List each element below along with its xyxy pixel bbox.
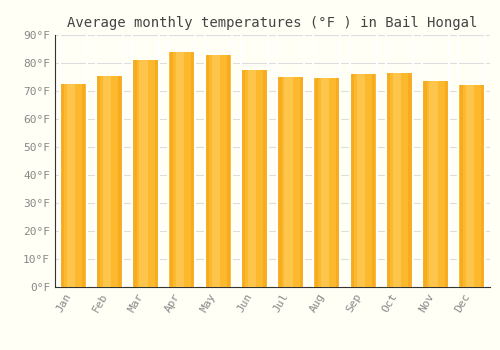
- Bar: [134, 60, 136, 287]
- Bar: [424, 81, 426, 287]
- Bar: [170, 52, 173, 287]
- Bar: [481, 85, 484, 287]
- Title: Average monthly temperatures (°F ) in Bail Hongal: Average monthly temperatures (°F ) in Ba…: [68, 16, 478, 30]
- Bar: [314, 78, 318, 287]
- Bar: [372, 74, 376, 287]
- Bar: [422, 81, 449, 287]
- Bar: [264, 70, 266, 287]
- Bar: [132, 60, 159, 287]
- Bar: [191, 52, 194, 287]
- Bar: [212, 55, 220, 287]
- Bar: [320, 78, 329, 287]
- Bar: [277, 77, 304, 287]
- Bar: [60, 84, 86, 287]
- Bar: [466, 85, 474, 287]
- Bar: [204, 55, 232, 287]
- Bar: [176, 52, 184, 287]
- Bar: [227, 55, 230, 287]
- Bar: [82, 84, 86, 287]
- Bar: [314, 78, 340, 287]
- Bar: [460, 85, 463, 287]
- Bar: [458, 85, 485, 287]
- Bar: [97, 76, 100, 287]
- Bar: [336, 78, 339, 287]
- Bar: [357, 74, 365, 287]
- Bar: [103, 76, 112, 287]
- Bar: [300, 77, 303, 287]
- Bar: [350, 74, 376, 287]
- Bar: [118, 76, 122, 287]
- Bar: [248, 70, 256, 287]
- Bar: [351, 74, 354, 287]
- Bar: [140, 60, 147, 287]
- Bar: [206, 55, 209, 287]
- Bar: [67, 84, 75, 287]
- Bar: [284, 77, 292, 287]
- Bar: [61, 84, 64, 287]
- Bar: [444, 81, 448, 287]
- Bar: [393, 73, 402, 287]
- Bar: [278, 77, 281, 287]
- Bar: [387, 73, 390, 287]
- Bar: [168, 52, 196, 287]
- Bar: [96, 76, 123, 287]
- Bar: [154, 60, 158, 287]
- Bar: [241, 70, 268, 287]
- Bar: [408, 73, 412, 287]
- Bar: [386, 73, 413, 287]
- Bar: [430, 81, 438, 287]
- Bar: [242, 70, 246, 287]
